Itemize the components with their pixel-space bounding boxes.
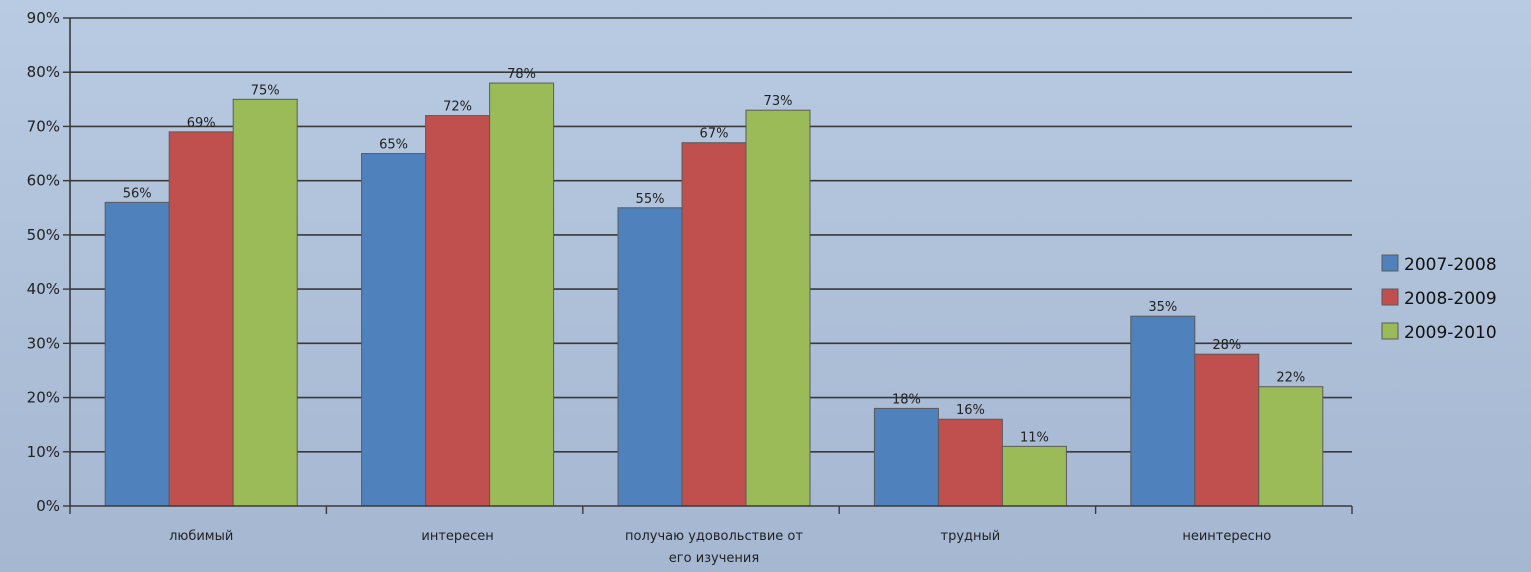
bar bbox=[1195, 354, 1259, 506]
data-label: 11% bbox=[1020, 430, 1049, 445]
y-axis: 0% 10% 20% 30% 40% 50% 60% 70% 80% 90% bbox=[27, 9, 70, 515]
y-tick-label: 20% bbox=[27, 389, 60, 407]
y-tick-label: 10% bbox=[27, 443, 60, 461]
bar bbox=[1259, 387, 1323, 506]
data-label: 28% bbox=[1212, 338, 1241, 353]
legend-swatch bbox=[1382, 289, 1398, 305]
legend-label: 2008-2009 bbox=[1404, 289, 1497, 309]
bar bbox=[746, 110, 810, 506]
data-label: 78% bbox=[507, 67, 536, 82]
legend: 2007-2008 2008-2009 2009-2010 bbox=[1382, 255, 1497, 343]
legend-label: 2007-2008 bbox=[1404, 255, 1497, 275]
y-tick-label: 80% bbox=[27, 63, 60, 81]
bar bbox=[1002, 446, 1066, 506]
bar bbox=[169, 132, 233, 506]
data-label: 55% bbox=[636, 192, 665, 207]
bar bbox=[490, 83, 554, 506]
y-tick-label: 30% bbox=[27, 334, 60, 352]
x-tick-label: трудный bbox=[941, 529, 1001, 544]
bar bbox=[105, 202, 169, 506]
y-tick-label: 90% bbox=[27, 9, 60, 27]
legend-label: 2009-2010 bbox=[1404, 323, 1497, 343]
data-label: 35% bbox=[1148, 300, 1177, 315]
x-tick-label: получаю удовольствие от его изучения bbox=[625, 529, 803, 566]
x-tick-label: неинтересно bbox=[1182, 529, 1271, 544]
x-axis: любимый интересен получаю удовольствие от е… bbox=[70, 506, 1352, 566]
data-label: 18% bbox=[892, 392, 921, 407]
y-tick-label: 70% bbox=[27, 117, 60, 135]
data-label: 67% bbox=[700, 127, 729, 142]
bar bbox=[233, 99, 297, 506]
bar bbox=[938, 419, 1002, 506]
data-label: 65% bbox=[379, 138, 408, 153]
x-tick-label: интересен bbox=[421, 529, 493, 544]
data-label: 16% bbox=[956, 403, 985, 418]
bar bbox=[618, 208, 682, 506]
x-tick-label: любимый bbox=[169, 529, 233, 544]
y-tick-label: 50% bbox=[27, 226, 60, 244]
bars bbox=[105, 83, 1323, 506]
y-tick-label: 0% bbox=[36, 497, 60, 515]
bar bbox=[874, 408, 938, 506]
y-tick-label: 60% bbox=[27, 172, 60, 190]
data-label: 56% bbox=[123, 186, 152, 201]
bar bbox=[426, 116, 490, 506]
legend-swatch bbox=[1382, 323, 1398, 339]
y-tick-label: 40% bbox=[27, 280, 60, 298]
bar bbox=[682, 143, 746, 506]
data-label: 73% bbox=[764, 94, 793, 109]
data-label: 75% bbox=[251, 83, 280, 98]
bar bbox=[1131, 316, 1195, 506]
data-label: 22% bbox=[1276, 371, 1305, 386]
legend-swatch bbox=[1382, 255, 1398, 271]
bar bbox=[362, 154, 426, 506]
data-label: 72% bbox=[443, 100, 472, 115]
data-label: 69% bbox=[187, 116, 216, 131]
